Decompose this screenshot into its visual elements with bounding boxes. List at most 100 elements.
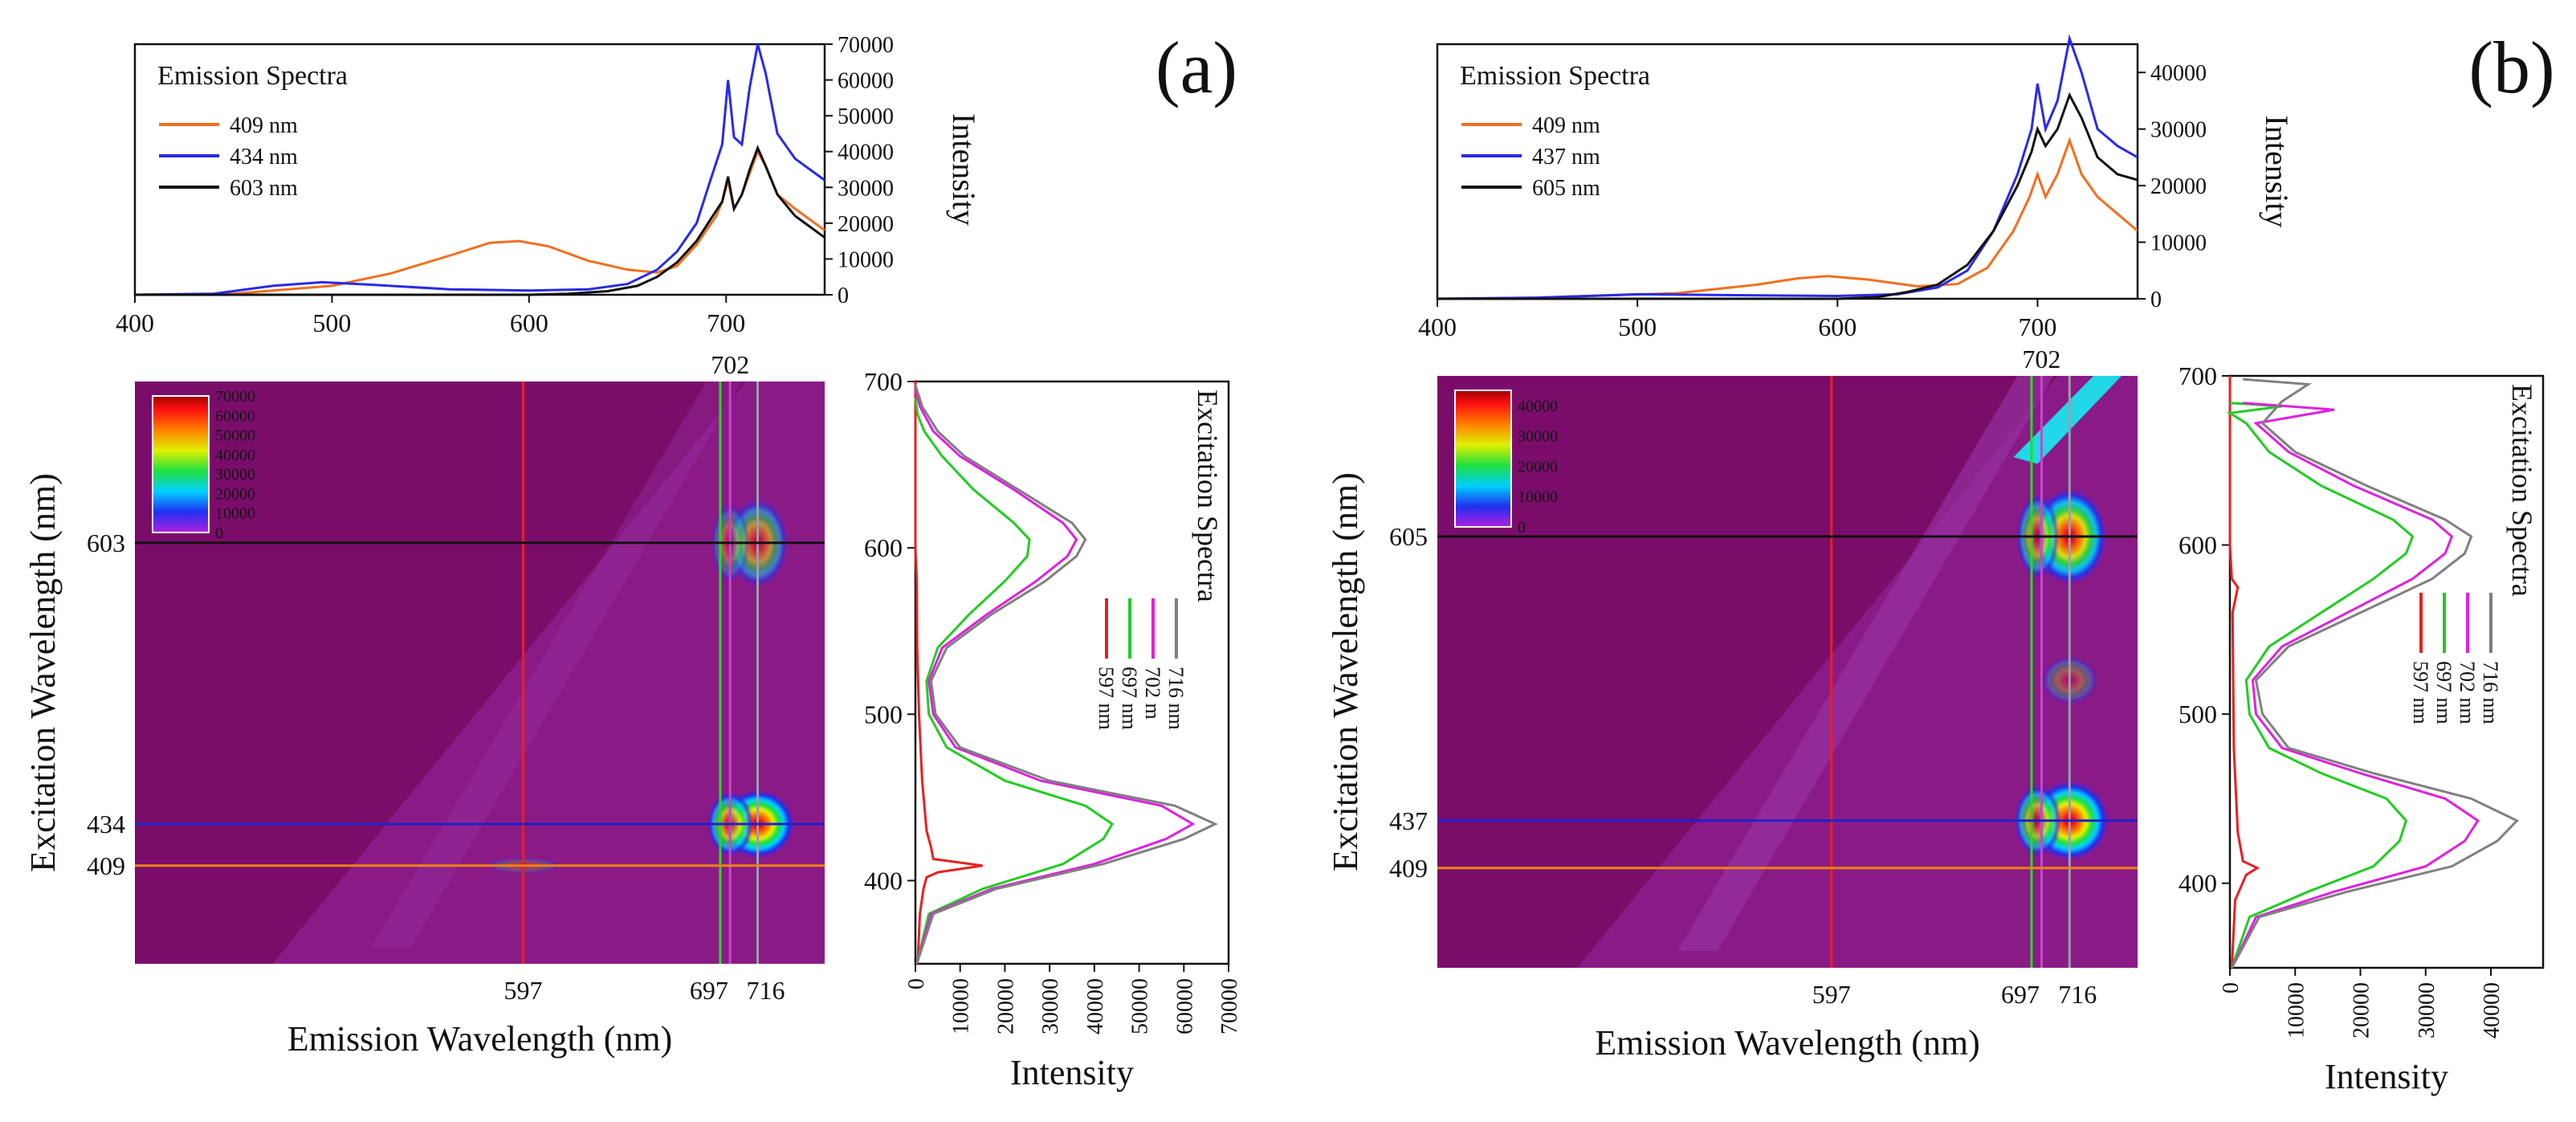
excitation-emission-map-b: 597 697 702 716 605 437 409 Emission Wavelength… [1326,345,2138,1063]
map-x-axis-label: Emission Wavelength (nm) [287,1019,673,1059]
map-emission-marker-label-702: 702 [711,350,749,379]
y-tick-label: 70000 [838,33,894,58]
map-excitation-marker-label-605: 605 [1389,522,1428,551]
y-tick-label: 30000 [2150,118,2207,143]
emission-legend-label-0: 409 nm [1532,113,1600,138]
panel-b-label: (b) [2468,27,2554,108]
colorbar-tick-label-20000: 20000 [215,485,255,503]
colorbar-tick-label-0: 0 [215,524,223,542]
x-tick-label: 400 [1418,312,1457,341]
excitation-legend-label-3: 716 nm [2479,661,2502,724]
x-tick-label: 30000 [2415,982,2439,1038]
y-tick-label: 0 [838,284,849,308]
y-tick-label: 600 [864,533,903,562]
excitation-series-line-0 [2228,376,2260,969]
emission-series-line-0 [134,149,825,296]
emission-y-axis-label: Intensity [946,113,982,226]
map-excitation-marker-label-409: 409 [1389,854,1428,883]
map-emission-marker-label-716: 716 [2058,980,2097,1009]
emission-series-line-2 [1437,92,2138,300]
x-tick-label: 60000 [1172,978,1197,1034]
emission-series-line-0 [1437,137,2138,300]
map-emission-marker-label-597: 597 [503,976,542,1005]
excitation-series-line-0 [914,381,983,965]
x-tick-label: 700 [707,308,745,337]
emission-legend-label-1: 437 nm [1532,145,1600,169]
map-y-axis-label: Excitation Wavelength (nm) [23,473,63,872]
colorbar-tick-label-70000: 70000 [215,388,255,406]
x-tick-label: 600 [1818,312,1857,341]
y-tick-label: 60000 [838,69,894,94]
y-tick-label: 0 [2150,288,2162,312]
map-excitation-marker-label-434: 434 [87,810,125,838]
map-emission-marker-label-597: 597 [1812,980,1851,1009]
y-tick-label: 50000 [838,104,894,129]
emission-series-line-1 [1437,34,2138,300]
panel-b: (b)400 500 600 700010000200003000040000Inte… [1326,27,2555,1096]
emission-legend-label-2: 605 nm [1532,176,1600,201]
emission-legend-label-2: 603 nm [230,176,298,201]
x-tick-label: 40000 [2480,982,2505,1038]
x-tick-label: 20000 [993,978,1018,1034]
map-emission-marker-label-697: 697 [690,976,728,1005]
y-tick-label: 700 [2179,361,2217,390]
excitation-legend-label-2: 702 nm [2456,661,2479,724]
y-tick-label: 500 [864,700,903,728]
x-tick-label: 700 [2018,312,2056,341]
y-tick-label: 10000 [838,247,894,272]
map-scatter-diagonal [371,381,742,948]
excitation-chart-b: 0 10000 20000 30000 40000 400 500 600 700 Intensi… [2179,361,2545,1096]
excitation-legend-label-2: 702 m [1141,667,1164,720]
x-tick-label: 10000 [949,978,974,1034]
excitation-series-line-1 [2226,402,2415,969]
map-emission-marker-label-716: 716 [747,976,785,1005]
colorbar-tick-label-20000: 20000 [1518,458,1558,475]
colorbar-tick-label-40000: 40000 [1518,398,1558,415]
y-tick-label: 500 [2179,700,2217,728]
y-tick-label: 700 [864,367,903,396]
colorbar-tick-label-10000: 10000 [1518,488,1558,506]
map-emission-marker-label-702: 702 [2022,345,2060,373]
map-excitation-marker-label-603: 603 [87,528,125,557]
excitation-series-line-1 [914,398,1115,965]
colorbar-tick-label-10000: 10000 [215,505,255,523]
colorbar-tick-label-50000: 50000 [215,427,255,445]
excitation-series-line-2 [914,390,1196,965]
excitation-legend-label-1: 697 nm [1118,667,1141,730]
map-x-axis-label: Emission Wavelength (nm) [1595,1023,1980,1063]
colorbar-tick-label-30000: 30000 [1518,428,1558,446]
panel-a-label: (a) [1156,27,1237,108]
excitation-series-line-3 [2231,377,2520,969]
map-scatter-region [272,381,825,964]
x-tick-label: 40000 [1083,978,1108,1034]
excitation-legend-label-0: 597 nm [1094,667,1118,730]
y-tick-label: 40000 [2150,61,2207,86]
colorbar-tick-label-60000: 60000 [215,407,255,425]
emission-title: Emission Spectra [157,61,348,91]
x-tick-label: 20000 [2350,982,2374,1038]
excitation-legend-label-1: 697 nm [2432,661,2456,724]
x-tick-label: 70000 [1217,978,1242,1034]
excitation-legend-label-3: 716 nm [1164,667,1188,730]
excitation-chart-a: 0 10000 20000 30000 40000 50000 60000 70000 400 5… [864,367,1242,1092]
excitation-frame [2228,374,2545,969]
emission-chart-b: 400 500 600 700 0 10000 20000 30000 40000 Intensi… [1418,34,2295,341]
colorbar-tick-label-0: 0 [1518,519,1526,537]
colorbar-tick-label-40000: 40000 [215,447,255,464]
panel-a: (a)400 500 600 7000100002000030000400005000… [23,27,1242,1092]
excitation-frame [914,380,1230,965]
excitation-title: Excitation Spectra [2506,384,2538,597]
excitation-x-axis-label: Intensity [1010,1053,1134,1092]
map-excitation-marker-label-437: 437 [1389,806,1428,835]
emission-series-line-1 [134,43,825,296]
x-tick-label: 0 [904,978,929,989]
excitation-legend-label-0: 597 nm [2409,661,2432,724]
y-tick-label: 400 [864,866,903,895]
y-tick-label: 10000 [2150,231,2207,256]
excitation-title: Excitation Spectra [1192,390,1224,602]
colorbar [152,395,210,533]
x-tick-label: 500 [312,308,351,337]
y-tick-label: 600 [2179,531,2217,560]
x-tick-label: 0 [2219,982,2244,993]
